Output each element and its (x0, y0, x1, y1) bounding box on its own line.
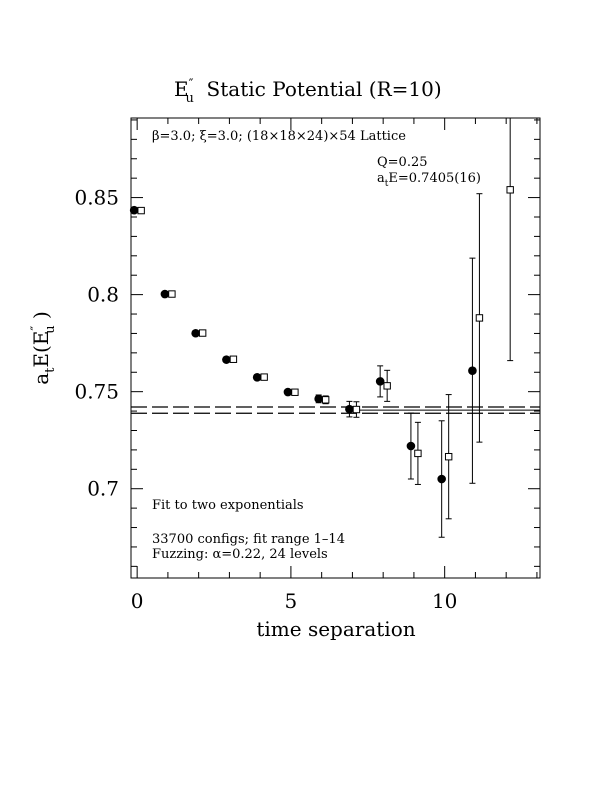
y-tick-label: 0.85 (74, 186, 119, 210)
y-axis-label: atE(E″u ) (29, 311, 58, 385)
y-tick-label: 0.75 (74, 380, 119, 404)
axis-tick-labels: 0 5 10 0.7 0.75 0.8 0.85 (74, 186, 457, 613)
data-point-square (198, 329, 207, 337)
y-tick-label: 0.8 (87, 283, 119, 307)
data-point-circle (406, 441, 416, 451)
data-marks (129, 118, 514, 538)
data-point-circle (468, 366, 477, 376)
data-point-circle (129, 205, 139, 215)
data-point-circle (345, 404, 354, 414)
q-annotation: Q=0.25 (377, 155, 428, 170)
data-point-square (229, 355, 238, 363)
data-point-circle (375, 377, 385, 386)
x-tick-label: 0 (131, 589, 144, 613)
data-point-square (260, 373, 268, 381)
data-point-square (352, 405, 361, 414)
data-point-square (383, 382, 391, 390)
data-point-square (475, 314, 484, 322)
x-axis-label: time separation (256, 617, 415, 641)
data-point-circle (160, 289, 170, 299)
fit-band (131, 406, 540, 414)
data-point-square (414, 449, 422, 458)
data-point-square (321, 396, 330, 404)
data-point-square (168, 290, 176, 298)
data-point-circle (314, 394, 323, 404)
x-tick-label: 5 (285, 589, 298, 613)
ate-annotation: atE=0.7405(16) (377, 171, 481, 189)
y-tick-label: 0.7 (87, 477, 119, 501)
data-point-square (137, 206, 145, 215)
fuzzing-annotation: Fuzzing: α=0.22, 24 levels (152, 547, 328, 562)
data-point-square (506, 186, 514, 194)
data-point-circle (283, 387, 293, 397)
data-point-circle (191, 328, 200, 338)
data-point-circle (437, 474, 446, 484)
data-point-circle (222, 355, 231, 364)
data-point-square (444, 452, 453, 461)
plot-frame (130, 117, 541, 579)
lattice-annotation: β=3.0; ξ=3.0; (18×18×24)×54 Lattice (152, 129, 406, 144)
data-point-circle (252, 373, 262, 382)
chart-title: E″ u Static Potential (R=10) (174, 77, 442, 106)
axis-ticks (131, 118, 540, 578)
data-point-square (291, 388, 299, 396)
configs-annotation: 33700 configs; fit range 1–14 (152, 532, 345, 547)
fit-annotation: Fit to two exponentials (152, 498, 304, 513)
x-tick-label: 10 (432, 589, 457, 613)
